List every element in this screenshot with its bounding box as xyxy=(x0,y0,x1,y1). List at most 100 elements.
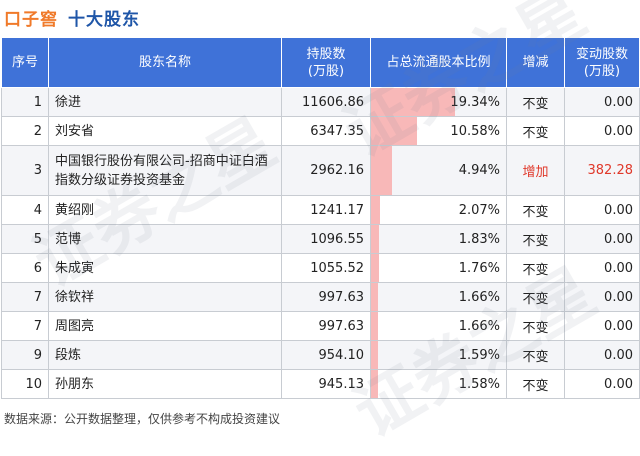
change-status: 不变 xyxy=(506,87,565,117)
changed-shares: 0.00 xyxy=(564,340,640,370)
ratio-bar xyxy=(371,341,378,369)
changed-shares: 0.00 xyxy=(564,224,640,254)
ratio-cell: 4.94% xyxy=(370,145,507,196)
ratio-cell: 1.76% xyxy=(370,253,507,283)
shareholder-name: 黄绍刚 xyxy=(48,195,282,225)
shareholder-name: 徐进 xyxy=(48,87,282,117)
row-index: 4 xyxy=(1,195,49,225)
page-header: 口子窖 十大股东 xyxy=(0,0,640,34)
ratio-bar xyxy=(371,254,379,282)
ratio-bar xyxy=(371,146,393,195)
row-index: 7 xyxy=(1,282,49,312)
ratio-cell: 1.66% xyxy=(370,311,507,341)
shares-held: 2962.16 xyxy=(281,145,371,196)
shares-held: 954.10 xyxy=(281,340,371,370)
data-source-note: 数据来源：公开数据整理，仅供参考不构成投资建议 xyxy=(4,412,281,426)
ratio-bar xyxy=(371,117,417,145)
row-index: 3 xyxy=(1,145,49,196)
ratio-cell: 1.66% xyxy=(370,282,507,312)
changed-shares: 382.28 xyxy=(564,145,640,196)
row-index: 5 xyxy=(1,224,49,254)
shareholder-name: 刘安省 xyxy=(48,116,282,146)
row-index: 2 xyxy=(1,116,49,146)
changed-shares: 0.00 xyxy=(564,253,640,283)
ratio-value: 1.66% xyxy=(458,289,500,305)
table-row: 10 孙朋东 945.13 1.58% 不变 0.00 xyxy=(1,369,640,399)
shares-held: 1055.52 xyxy=(281,253,371,283)
changed-shares: 0.00 xyxy=(564,116,640,146)
shareholder-name: 孙朋东 xyxy=(48,369,282,399)
ratio-cell: 10.58% xyxy=(370,116,507,146)
column-header-shares: 持股数 (万股) xyxy=(281,37,371,88)
ratio-value: 1.76% xyxy=(458,260,500,276)
table-row: 4 黄绍刚 1241.17 2.07% 不变 0.00 xyxy=(1,195,640,225)
table-row: 9 段炼 954.10 1.59% 不变 0.00 xyxy=(1,340,640,370)
shareholder-name: 周图亮 xyxy=(48,311,282,341)
shares-held: 1241.17 xyxy=(281,195,371,225)
table-row: 7 徐钦祥 997.63 1.66% 不变 0.00 xyxy=(1,282,640,312)
shareholder-name: 徐钦祥 xyxy=(48,282,282,312)
shareholder-name: 中国银行股份有限公司-招商中证白酒指数分级证券投资基金 xyxy=(48,145,282,196)
ratio-bar xyxy=(371,283,379,311)
shares-held: 6347.35 xyxy=(281,116,371,146)
ratio-value: 1.66% xyxy=(458,318,500,334)
change-status: 不变 xyxy=(506,311,565,341)
changed-shares: 0.00 xyxy=(564,311,640,341)
shareholder-name: 范博 xyxy=(48,224,282,254)
row-index: 6 xyxy=(1,253,49,283)
ratio-value: 1.59% xyxy=(458,347,500,363)
ratio-bar xyxy=(371,196,380,224)
ratio-bar xyxy=(371,312,379,340)
ratio-value: 2.07% xyxy=(458,202,500,218)
row-index: 1 xyxy=(1,87,49,117)
ratio-cell: 1.59% xyxy=(370,340,507,370)
change-status: 不变 xyxy=(506,224,565,254)
column-header-delta: 变动股数 (万股) xyxy=(564,37,640,88)
table-row: 7 周图亮 997.63 1.66% 不变 0.00 xyxy=(1,311,640,341)
row-index: 10 xyxy=(1,369,49,399)
column-header-change: 增减 xyxy=(506,37,565,88)
ratio-cell: 2.07% xyxy=(370,195,507,225)
change-status: 不变 xyxy=(506,253,565,283)
change-status: 不变 xyxy=(506,369,565,399)
ratio-cell: 1.58% xyxy=(370,369,507,399)
table-row: 5 范博 1096.55 1.83% 不变 0.00 xyxy=(1,224,640,254)
change-status: 不变 xyxy=(506,340,565,370)
table-row: 3 中国银行股份有限公司-招商中证白酒指数分级证券投资基金 2962.16 4.94%… xyxy=(1,145,640,196)
changed-shares: 0.00 xyxy=(564,195,640,225)
ratio-bar xyxy=(371,88,455,116)
change-status: 不变 xyxy=(506,282,565,312)
change-status: 不变 xyxy=(506,116,565,146)
ratio-bar xyxy=(371,370,378,398)
row-index: 9 xyxy=(1,340,49,370)
shares-held: 997.63 xyxy=(281,282,371,312)
ratio-cell: 19.34% xyxy=(370,87,507,117)
change-status: 增加 xyxy=(506,145,565,196)
ratio-value: 4.94% xyxy=(458,163,500,178)
shareholder-name: 朱成寅 xyxy=(48,253,282,283)
column-header-index: 序号 xyxy=(1,37,49,88)
shares-held: 11606.86 xyxy=(281,87,371,117)
changed-shares: 0.00 xyxy=(564,282,640,312)
shares-held: 945.13 xyxy=(281,369,371,399)
company-name: 口子窖 xyxy=(4,9,58,30)
changed-shares: 0.00 xyxy=(564,87,640,117)
row-index: 7 xyxy=(1,311,49,341)
shareholder-name: 段炼 xyxy=(48,340,282,370)
ratio-value: 19.34% xyxy=(450,94,500,110)
column-header-name: 股东名称 xyxy=(48,37,282,88)
ratio-bar xyxy=(371,225,379,253)
ratio-cell: 1.83% xyxy=(370,224,507,254)
shareholders-table: 序号 股东名称 持股数 (万股) 占总流通股本比例 增减 变动股数 (万股) 1 徐进… xyxy=(1,37,640,399)
changed-shares: 0.00 xyxy=(564,369,640,399)
ratio-value: 1.83% xyxy=(458,231,500,247)
table-row: 1 徐进 11606.86 19.34% 不变 0.00 xyxy=(1,87,640,117)
ratio-value: 1.58% xyxy=(458,376,500,392)
shares-held: 997.63 xyxy=(281,311,371,341)
column-header-ratio: 占总流通股本比例 xyxy=(370,37,507,88)
change-status: 不变 xyxy=(506,195,565,225)
shares-held: 1096.55 xyxy=(281,224,371,254)
table-header-row: 序号 股东名称 持股数 (万股) 占总流通股本比例 增减 变动股数 (万股) xyxy=(1,37,640,88)
table-row: 6 朱成寅 1055.52 1.76% 不变 0.00 xyxy=(1,253,640,283)
page-title: 十大股东 xyxy=(68,9,140,30)
